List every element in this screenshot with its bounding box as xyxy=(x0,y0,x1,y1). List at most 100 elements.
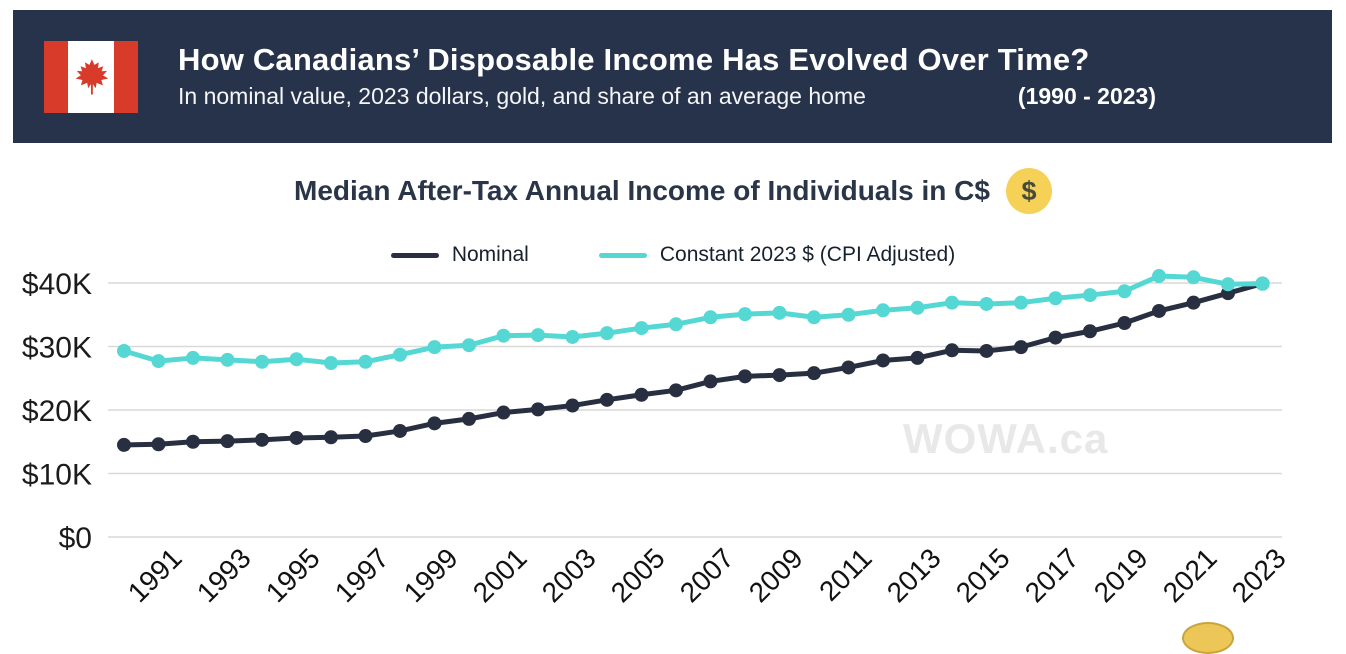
data-point xyxy=(669,383,683,398)
data-point xyxy=(496,405,511,420)
page-subtitle: In nominal value, 2023 dollars, gold, an… xyxy=(178,82,866,109)
canada-flag-icon xyxy=(44,40,138,113)
data-point xyxy=(1152,303,1166,318)
data-point xyxy=(979,296,994,311)
data-point xyxy=(255,354,269,369)
x-axis-tick-label: 1995 xyxy=(260,542,326,608)
series-line-0 xyxy=(121,281,1265,448)
data-point xyxy=(1048,330,1063,345)
data-point xyxy=(910,300,925,315)
data-point xyxy=(772,305,787,320)
y-axis-tick-label: $20K xyxy=(22,395,92,428)
x-axis-tick-label: 1991 xyxy=(122,542,188,608)
legend-label-constant-2023: Constant 2023 $ (CPI Adjusted) xyxy=(659,243,956,266)
page-title: How Canadians’ Disposable Income Has Evo… xyxy=(178,42,1090,78)
data-point xyxy=(772,368,787,383)
data-point xyxy=(1083,288,1097,303)
data-point xyxy=(117,343,131,358)
data-point xyxy=(358,354,373,369)
gold-coin-sliver-icon xyxy=(1182,622,1234,654)
data-point xyxy=(462,411,476,426)
data-point xyxy=(945,295,959,310)
data-point xyxy=(738,369,752,384)
data-point xyxy=(358,429,373,444)
y-axis-tick-label: $10K xyxy=(22,459,92,492)
y-axis-tick-label: $30K xyxy=(22,332,92,365)
data-point xyxy=(496,328,511,343)
x-axis-tick-label: 2023 xyxy=(1226,542,1292,608)
x-axis-tick-label: 2005 xyxy=(605,542,671,608)
nominal-line-swatch xyxy=(390,252,439,258)
data-point xyxy=(427,340,442,355)
x-axis-tick-label: 2007 xyxy=(674,542,740,608)
data-point xyxy=(1152,269,1166,284)
maple-leaf-icon xyxy=(75,58,109,95)
x-axis-tick-label: 1997 xyxy=(329,542,395,608)
legend-item-constant-2023: Constant 2023 $ (CPI Adjusted) xyxy=(598,243,956,267)
data-point xyxy=(565,398,580,413)
year-range-label: (1990 - 2023) xyxy=(1017,82,1156,109)
data-point xyxy=(462,338,476,353)
data-point xyxy=(151,437,166,452)
x-axis-tick-label: 1993 xyxy=(191,542,257,608)
x-axis-tick-label: 2021 xyxy=(1157,542,1223,608)
data-point xyxy=(1014,295,1028,310)
series-line-1 xyxy=(121,273,1265,366)
data-point xyxy=(600,326,614,341)
x-axis-tick-label: 2009 xyxy=(743,542,809,608)
data-point xyxy=(255,432,269,447)
data-point xyxy=(324,430,338,445)
x-axis-tick-label: 1999 xyxy=(398,542,464,608)
data-point xyxy=(393,347,407,362)
legend-label-nominal: Nominal xyxy=(451,243,529,266)
data-point xyxy=(289,352,304,367)
legend: Nominal Constant 2023 $ (CPI Adjusted) xyxy=(0,243,1346,267)
dollar-coin-icon: $ xyxy=(1005,168,1052,214)
data-point xyxy=(841,360,856,375)
watermark: WOWA.ca xyxy=(903,415,1109,462)
data-point xyxy=(151,354,166,369)
constant-2023-line-swatch xyxy=(598,252,647,258)
data-point xyxy=(1186,270,1201,285)
data-point xyxy=(565,329,580,344)
data-point xyxy=(945,343,959,358)
data-point xyxy=(703,374,718,389)
x-axis-tick-label: 2019 xyxy=(1088,542,1154,608)
data-point xyxy=(669,317,683,332)
data-point xyxy=(324,356,338,371)
data-point xyxy=(531,328,545,343)
data-point xyxy=(738,307,752,322)
data-point xyxy=(1117,316,1132,331)
data-point xyxy=(1255,276,1270,291)
x-axis-tick-label: 2003 xyxy=(536,542,602,608)
data-point xyxy=(1048,291,1063,306)
data-point xyxy=(703,310,718,325)
data-point xyxy=(1117,284,1132,299)
data-point xyxy=(1186,295,1201,310)
data-point xyxy=(1221,277,1235,292)
header-banner: How Canadians’ Disposable Income Has Evo… xyxy=(13,10,1332,143)
data-point xyxy=(117,437,131,452)
infographic-page: How Canadians’ Disposable Income Has Evo… xyxy=(0,10,1346,654)
header-text-block: How Canadians’ Disposable Income Has Evo… xyxy=(178,43,1156,109)
data-point xyxy=(876,303,890,318)
x-axis-tick-label: 2015 xyxy=(950,542,1016,608)
x-axis-tick-label: 2001 xyxy=(467,542,533,608)
y-axis-tick-label: $40K xyxy=(22,268,92,301)
data-point xyxy=(427,416,442,431)
data-point xyxy=(807,366,821,381)
data-point xyxy=(634,387,649,402)
x-axis-tick-label: 2011 xyxy=(813,542,878,607)
data-point xyxy=(807,310,821,325)
data-point xyxy=(289,430,304,445)
data-point xyxy=(1014,340,1028,355)
x-axis-tick-label: 2017 xyxy=(1019,542,1085,608)
data-point xyxy=(531,402,545,417)
data-point xyxy=(979,343,994,358)
data-point xyxy=(220,352,235,367)
data-point xyxy=(186,434,200,449)
x-axis-tick-label: 2013 xyxy=(881,542,947,608)
data-point xyxy=(910,350,925,365)
legend-item-nominal: Nominal xyxy=(390,243,529,267)
data-point xyxy=(841,307,856,322)
